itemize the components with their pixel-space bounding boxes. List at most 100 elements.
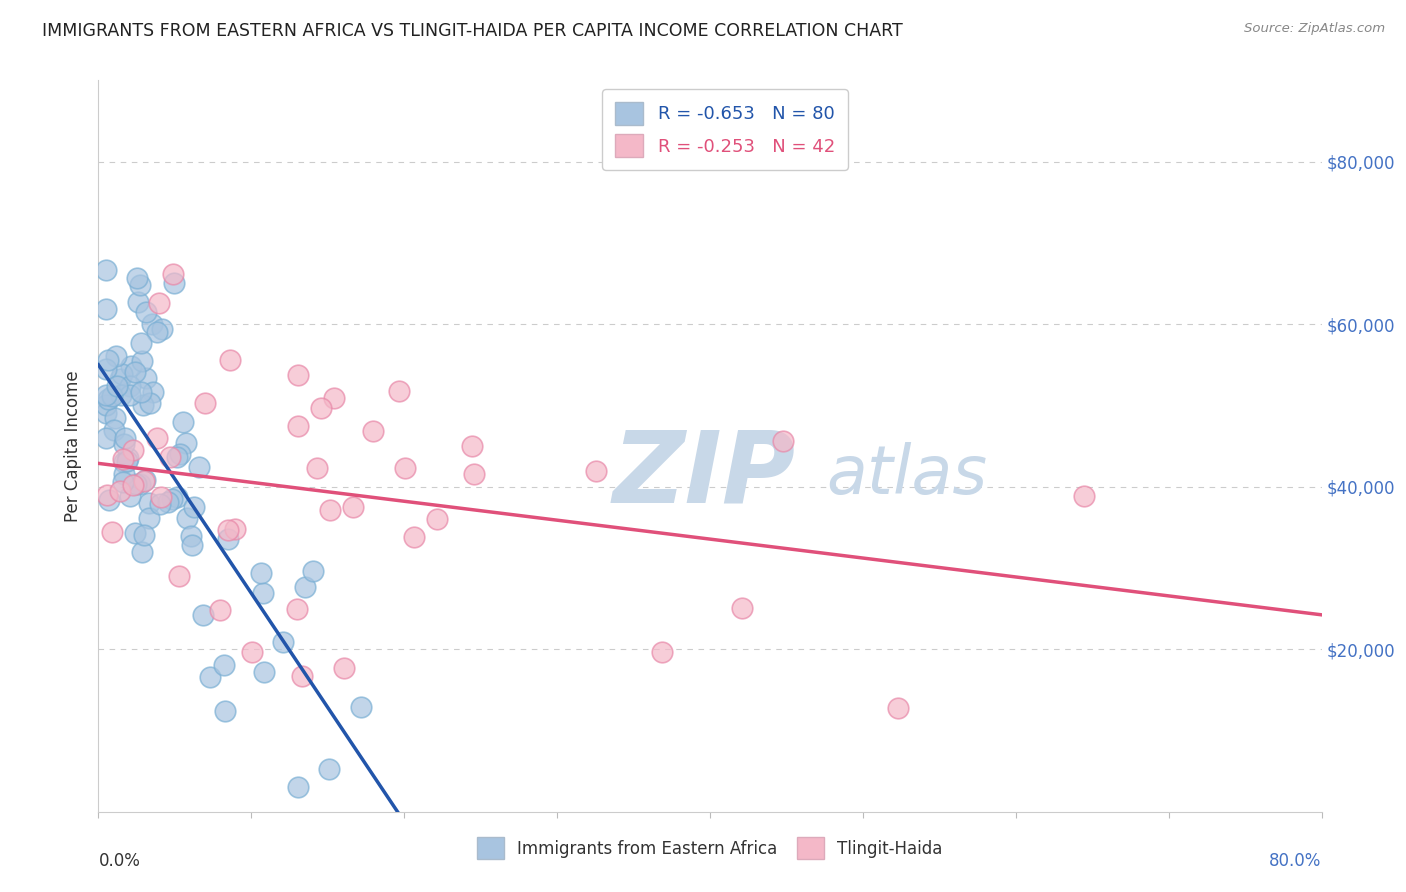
Point bbox=[117, 454, 139, 468]
Point bbox=[101, 525, 124, 540]
Point bbox=[361, 424, 384, 438]
Point bbox=[94, 398, 117, 412]
Text: 80.0%: 80.0% bbox=[1270, 852, 1322, 870]
Point bbox=[138, 396, 160, 410]
Point bbox=[388, 384, 411, 399]
Point bbox=[217, 523, 239, 537]
Point bbox=[301, 565, 323, 579]
Point bbox=[149, 497, 172, 511]
Point bbox=[461, 439, 484, 453]
Point bbox=[94, 263, 117, 277]
Point bbox=[287, 780, 309, 795]
Point bbox=[134, 473, 156, 487]
Point bbox=[214, 704, 236, 718]
Point bbox=[108, 483, 131, 498]
Point bbox=[120, 359, 142, 373]
Point bbox=[169, 447, 191, 461]
Point bbox=[129, 336, 152, 351]
Point bbox=[110, 388, 132, 402]
Point bbox=[159, 450, 181, 464]
Point bbox=[105, 378, 128, 392]
Point bbox=[129, 385, 152, 400]
Text: atlas: atlas bbox=[827, 442, 987, 508]
Point bbox=[135, 371, 157, 385]
Text: Source: ZipAtlas.com: Source: ZipAtlas.com bbox=[1244, 22, 1385, 36]
Point bbox=[1073, 489, 1095, 503]
Point bbox=[97, 353, 120, 368]
Point bbox=[318, 762, 340, 776]
Point bbox=[183, 500, 205, 515]
Y-axis label: Per Capita Income: Per Capita Income bbox=[65, 370, 83, 522]
Point bbox=[94, 406, 117, 420]
Point bbox=[122, 442, 145, 457]
Point bbox=[132, 398, 155, 412]
Point bbox=[114, 431, 136, 445]
Point bbox=[287, 368, 309, 382]
Text: ZIP: ZIP bbox=[612, 426, 796, 524]
Point bbox=[285, 602, 308, 616]
Point bbox=[120, 489, 142, 503]
Point bbox=[174, 436, 197, 450]
Point bbox=[291, 669, 314, 683]
Point bbox=[250, 566, 273, 581]
Point bbox=[108, 372, 131, 386]
Point bbox=[252, 585, 274, 599]
Point bbox=[120, 388, 142, 402]
Point bbox=[112, 455, 135, 469]
Point bbox=[426, 511, 449, 525]
Point bbox=[142, 384, 165, 399]
Point bbox=[146, 325, 169, 339]
Point bbox=[96, 488, 118, 502]
Point bbox=[97, 493, 120, 508]
Point bbox=[141, 318, 163, 332]
Point bbox=[731, 601, 754, 615]
Point bbox=[333, 660, 356, 674]
Point bbox=[180, 529, 202, 543]
Point bbox=[125, 477, 148, 491]
Point bbox=[166, 450, 188, 464]
Point bbox=[886, 701, 908, 715]
Point bbox=[772, 434, 794, 448]
Text: 0.0%: 0.0% bbox=[98, 852, 141, 870]
Point bbox=[342, 500, 364, 514]
Point bbox=[169, 569, 191, 583]
Point bbox=[150, 322, 173, 336]
Point bbox=[148, 295, 170, 310]
Point bbox=[166, 490, 188, 504]
Point bbox=[309, 401, 332, 416]
Point bbox=[111, 451, 134, 466]
Point bbox=[134, 475, 156, 489]
Point bbox=[111, 367, 134, 381]
Point bbox=[112, 437, 135, 451]
Point bbox=[271, 635, 294, 649]
Point bbox=[322, 391, 344, 405]
Point bbox=[125, 271, 148, 285]
Point bbox=[131, 544, 153, 558]
Point bbox=[191, 608, 214, 623]
Point bbox=[103, 423, 125, 437]
Point bbox=[212, 657, 235, 672]
Point bbox=[651, 645, 673, 659]
Text: IMMIGRANTS FROM EASTERN AFRICA VS TLINGIT-HAIDA PER CAPITA INCOME CORRELATION CH: IMMIGRANTS FROM EASTERN AFRICA VS TLINGI… bbox=[42, 22, 903, 40]
Point bbox=[307, 460, 329, 475]
Point bbox=[585, 464, 607, 478]
Point bbox=[97, 392, 120, 406]
Point bbox=[162, 267, 184, 281]
Point bbox=[101, 389, 124, 403]
Point bbox=[217, 532, 239, 546]
Point bbox=[94, 361, 117, 376]
Point bbox=[145, 431, 167, 445]
Point bbox=[402, 530, 425, 544]
Point bbox=[160, 492, 183, 507]
Point bbox=[394, 461, 416, 475]
Point bbox=[129, 278, 152, 293]
Point bbox=[94, 431, 117, 445]
Point bbox=[209, 602, 232, 616]
Point bbox=[219, 352, 242, 367]
Point bbox=[112, 467, 135, 481]
Point bbox=[104, 411, 127, 425]
Point bbox=[253, 665, 276, 679]
Legend: Immigrants from Eastern Africa, Tlingit-Haida: Immigrants from Eastern Africa, Tlingit-… bbox=[471, 830, 949, 865]
Point bbox=[294, 580, 316, 594]
Point bbox=[134, 528, 156, 542]
